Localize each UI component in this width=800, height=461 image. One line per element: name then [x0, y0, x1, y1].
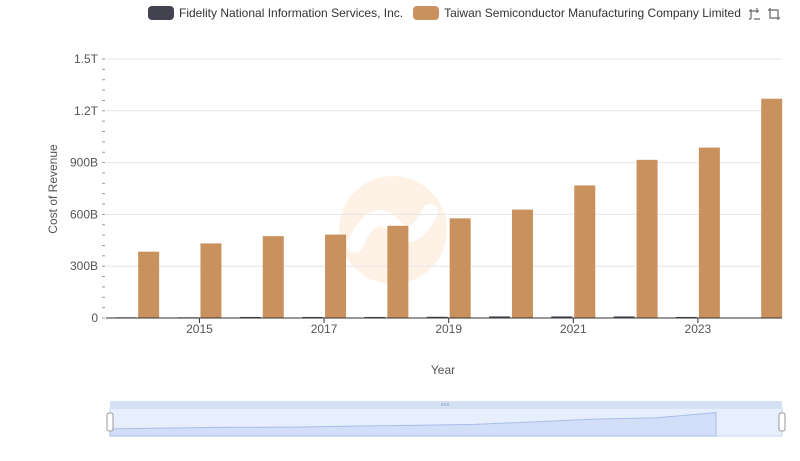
bar-tsmc	[387, 225, 409, 318]
bar-fis	[551, 316, 573, 318]
bar-tsmc	[200, 243, 222, 318]
chart-toolbar	[746, 6, 782, 22]
x-tick-label: 2017	[311, 322, 338, 336]
x-tick-label: 2021	[560, 322, 587, 336]
x-tick-label: 2019	[435, 322, 462, 336]
x-tick-label: 2015	[186, 322, 213, 336]
navigator-handle-left[interactable]	[106, 412, 114, 432]
bar-fis	[613, 316, 635, 318]
bar-tsmc	[511, 209, 533, 318]
y-axis-title: Cost of Revenue	[46, 144, 60, 234]
bar-tsmc	[449, 218, 471, 318]
bar-tsmc	[138, 251, 160, 318]
legend: Fidelity National Information Services, …	[148, 3, 751, 23]
legend-swatch-tsmc	[413, 6, 440, 20]
bar-tsmc	[761, 98, 783, 318]
bar-tsmc	[262, 236, 284, 318]
bar-fis	[426, 316, 448, 318]
bars	[115, 98, 783, 319]
axes: 0 300B 600B 900B 1.2T 1.5T 2015 2017 2019 2021 202…	[70, 52, 782, 336]
restore-icon[interactable]	[766, 6, 782, 22]
legend-item-tsmc[interactable]: Taiwan Semiconductor Manufacturing Compa…	[413, 6, 741, 20]
bar-tsmc	[698, 147, 720, 318]
y-tick-label: 600B	[70, 207, 98, 221]
range-navigator[interactable]	[106, 401, 786, 437]
y-tick-label: 300B	[70, 259, 98, 273]
bar-fis	[675, 316, 697, 318]
y-tick-label: 1.5T	[74, 52, 99, 66]
legend-swatch-fis	[148, 6, 174, 20]
y-tick-label: 0	[91, 311, 98, 325]
x-axis-title: Year	[431, 363, 455, 377]
bar-fis	[302, 316, 324, 318]
bar-fis	[364, 316, 386, 318]
bar-tsmc	[574, 185, 596, 318]
navigator-handle-right[interactable]	[778, 412, 786, 432]
bar-tsmc	[325, 234, 347, 318]
legend-item-fis[interactable]: Fidelity National Information Services, …	[148, 6, 403, 20]
bar-fis	[488, 316, 510, 318]
x-tick-label: 2023	[685, 322, 712, 336]
bar-fis	[239, 316, 261, 318]
navigator-series-area	[109, 412, 717, 437]
legend-label-tsmc: Taiwan Semiconductor Manufacturing Compa…	[444, 6, 741, 20]
y-tick-label: 1.2T	[74, 104, 99, 118]
navigator-grip-icon	[441, 403, 449, 406]
y-tick-label: 900B	[70, 156, 98, 170]
zoom-cross-icon[interactable]	[746, 6, 762, 22]
bar-tsmc	[636, 159, 658, 318]
navigator-top-bar[interactable]	[110, 401, 782, 408]
legend-label-fis: Fidelity National Information Services, …	[179, 6, 404, 20]
